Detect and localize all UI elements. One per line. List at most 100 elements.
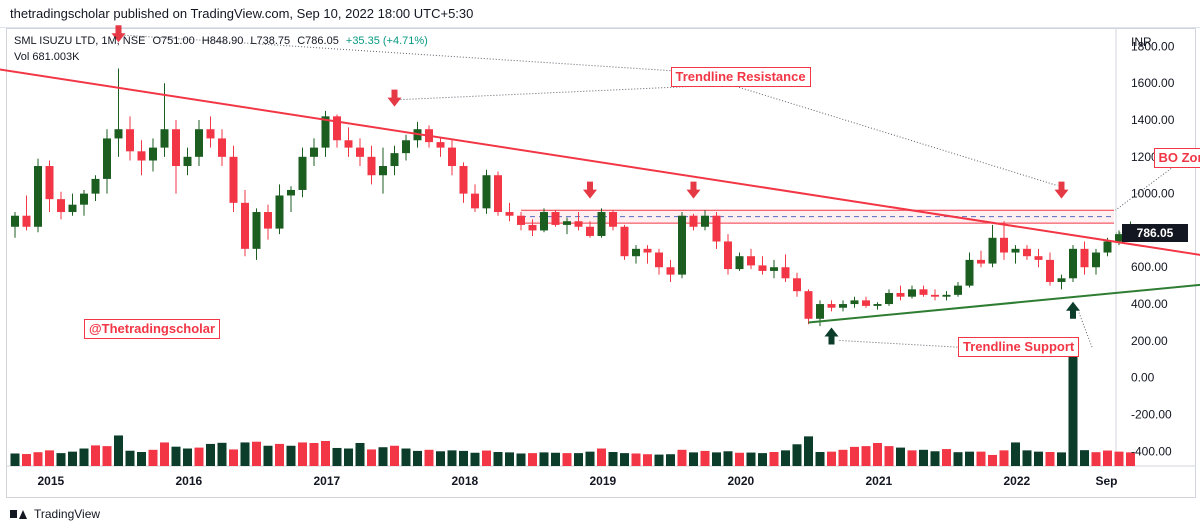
candle-body [632,248,640,257]
candle-body [827,304,836,308]
volume-bar [861,446,871,466]
currency-label: INR [1131,35,1152,49]
volume-bar [91,445,100,466]
volume-bar [378,447,388,466]
candle-body [793,278,801,292]
candle-body [666,267,675,275]
volume-bar [585,451,595,466]
publisher-text: thetradingscholar published on TradingVi… [10,6,474,21]
volume-bar [539,452,549,466]
arrows-layer [111,25,1080,345]
volume-bar [735,452,744,466]
y-tick-label: 600.00 [1131,260,1168,274]
x-tick-label: 2018 [452,474,479,488]
candle-body [517,215,525,225]
tradingview-logo-icon [10,508,28,520]
candle-body [1000,237,1008,253]
volume-bar [1057,452,1066,466]
candle-body [551,212,560,225]
volume-bar [160,442,169,466]
volume-bar [447,450,457,466]
leader-bo [1115,166,1174,211]
trendline-support-label[interactable]: Trendline Support [958,337,1080,358]
candle-body [310,147,318,157]
volume-bar [769,452,779,466]
candle-body [264,212,272,229]
candle-body [1057,278,1066,282]
volume-bar [470,452,480,466]
candle-body [1011,248,1020,253]
volume-bar [643,454,652,466]
candle-body [850,300,859,305]
volume-bar [286,445,296,466]
volume-bar [965,451,974,466]
volume-bar [1022,450,1032,466]
volume-bar [700,450,710,466]
candlestick-chart[interactable]: INR1800.001600.001400.001200.001000.0080… [0,0,1200,500]
x-tick-label: 2019 [590,474,617,488]
candle-body [781,267,790,279]
volume-bar [838,449,848,466]
volume-bar [850,446,859,466]
candle-body [770,267,778,271]
candle-body [471,193,479,209]
candle-body [620,226,629,257]
candle-body [597,212,606,236]
legend-low: L738.75 [250,35,291,47]
volume-bar [815,452,825,466]
volume-bar [252,441,261,466]
chart-frame[interactable] [6,28,1196,498]
volume-bar [114,435,123,466]
candle-body [977,259,985,264]
volume-bar [758,453,767,466]
legend-high: H848.90 [201,35,244,47]
leader-sup-2 [1078,312,1093,348]
volume-bar [654,454,664,466]
candle-body [724,241,732,270]
volume-bar [677,449,687,466]
candle-body [862,300,870,306]
volume-bar [22,454,31,466]
volume-bar [999,450,1009,466]
candle-body [448,147,456,167]
volume-bar [344,448,353,466]
volume-bar [10,453,20,466]
candle-body [804,291,813,319]
volume-bar [976,451,986,466]
candle-body [321,116,330,148]
y-tick-label: -400.00 [1131,444,1172,458]
volume-spike-bar [1068,349,1078,466]
volume-bar [1045,452,1055,466]
volume-bar [597,448,606,466]
candle-body [287,189,295,196]
bo-zone-label[interactable]: BO Zone [1153,147,1200,168]
candle-body [528,224,537,231]
volume-bar [792,444,802,466]
candle-body [816,304,824,319]
y-tick-label: 1800.00 [1131,39,1175,53]
volume-bar [930,451,940,466]
candle-body [229,156,238,203]
candle-body [390,153,399,167]
candle-body [160,129,169,148]
handle-label[interactable]: @Thetradingscholar [84,318,221,339]
trendlines-layer [0,68,1200,324]
x-tick-label: 2015 [38,474,65,488]
candle-body [735,256,744,270]
candle-body [747,256,755,266]
candle-body [206,129,215,139]
candle-body [68,204,77,213]
volume-bar [137,452,146,466]
volume-bar [413,450,422,466]
trendline-resistance-label[interactable]: Trendline Resistance [670,66,811,87]
volume-bar [321,440,330,466]
candle-body [896,293,905,297]
candle-body [873,304,882,306]
last-price-tag: 786.05 [1122,224,1188,242]
volume-bar [79,448,89,466]
up-arrow-icon [1066,301,1080,319]
candle-body [34,166,42,227]
candle-body [1115,234,1123,242]
volume-bar [240,442,250,466]
candle-body [494,175,502,213]
